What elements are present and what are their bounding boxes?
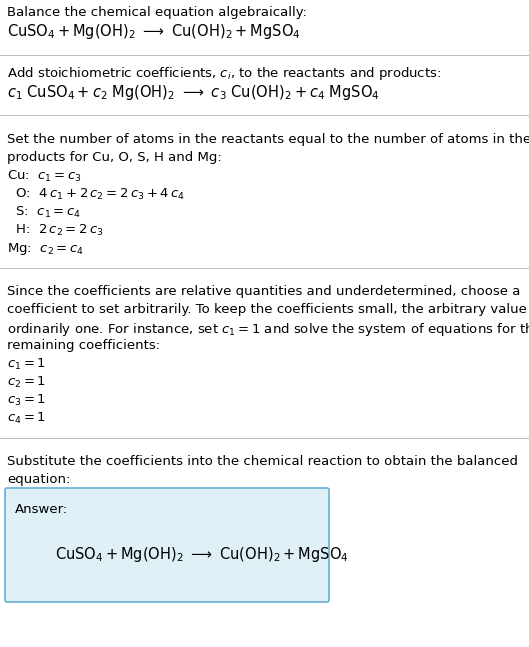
Text: $c_2 = 1$: $c_2 = 1$ <box>7 375 46 390</box>
Text: S:  $c_1 = c_4$: S: $c_1 = c_4$ <box>7 205 81 220</box>
Text: Substitute the coefficients into the chemical reaction to obtain the balanced: Substitute the coefficients into the che… <box>7 455 518 468</box>
Text: remaining coefficients:: remaining coefficients: <box>7 339 160 352</box>
Text: $c_4 = 1$: $c_4 = 1$ <box>7 411 46 426</box>
Text: $\mathrm{CuSO_4 + Mg(OH)_2 \ \longrightarrow \ Cu(OH)_2 + MgSO_4}$: $\mathrm{CuSO_4 + Mg(OH)_2 \ \longrighta… <box>7 22 300 41</box>
FancyBboxPatch shape <box>5 488 329 602</box>
Text: Answer:: Answer: <box>15 503 68 516</box>
Text: Balance the chemical equation algebraically:: Balance the chemical equation algebraica… <box>7 6 307 19</box>
Text: H:  $2\,c_2 = 2\,c_3$: H: $2\,c_2 = 2\,c_3$ <box>7 223 104 238</box>
Text: Add stoichiometric coefficients, $c_i$, to the reactants and products:: Add stoichiometric coefficients, $c_i$, … <box>7 65 441 82</box>
Text: O:  $4\,c_1 + 2\,c_2 = 2\,c_3 + 4\,c_4$: O: $4\,c_1 + 2\,c_2 = 2\,c_3 + 4\,c_4$ <box>7 187 185 202</box>
Text: Mg:  $c_2 = c_4$: Mg: $c_2 = c_4$ <box>7 241 84 257</box>
Text: coefficient to set arbitrarily. To keep the coefficients small, the arbitrary va: coefficient to set arbitrarily. To keep … <box>7 303 529 316</box>
Text: Set the number of atoms in the reactants equal to the number of atoms in the: Set the number of atoms in the reactants… <box>7 133 529 146</box>
Text: $\mathrm{CuSO_4 + Mg(OH)_2 \ \longrightarrow \ Cu(OH)_2 + MgSO_4}$: $\mathrm{CuSO_4 + Mg(OH)_2 \ \longrighta… <box>55 545 349 564</box>
Text: ordinarily one. For instance, set $c_1 = 1$ and solve the system of equations fo: ordinarily one. For instance, set $c_1 =… <box>7 321 529 338</box>
Text: Since the coefficients are relative quantities and underdetermined, choose a: Since the coefficients are relative quan… <box>7 285 521 298</box>
Text: Cu:  $c_1 = c_3$: Cu: $c_1 = c_3$ <box>7 169 82 184</box>
Text: equation:: equation: <box>7 473 70 486</box>
Text: products for Cu, O, S, H and Mg:: products for Cu, O, S, H and Mg: <box>7 151 222 164</box>
Text: $c_3 = 1$: $c_3 = 1$ <box>7 393 46 408</box>
Text: $c_1\ \mathrm{CuSO_4} + c_2\ \mathrm{Mg(OH)_2} \ \longrightarrow \ c_3\ \mathrm{: $c_1\ \mathrm{CuSO_4} + c_2\ \mathrm{Mg(… <box>7 83 380 102</box>
Text: $c_1 = 1$: $c_1 = 1$ <box>7 357 46 372</box>
